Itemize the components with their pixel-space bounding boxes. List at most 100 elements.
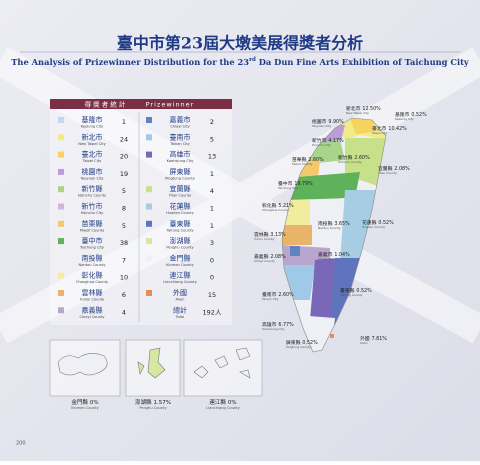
region: 臺北市 (372, 125, 387, 132)
map-label: 苗栗縣 2.60% (292, 156, 324, 163)
region-name: 南投縣 (82, 253, 103, 262)
percent: 4.17% (328, 138, 344, 144)
region-name: 高雄市 (170, 150, 191, 159)
region-name-en: Tainan City (169, 142, 191, 146)
table-title: 得 獎 者 統 計 (85, 100, 126, 109)
region-name: 彰化縣 (82, 271, 103, 280)
map-label-en: Chiayi City (318, 257, 334, 261)
swatch (146, 255, 152, 262)
inset-label: 連江縣 0% (209, 398, 236, 406)
region-name-en: Pingtung County (165, 176, 196, 180)
swatch (58, 117, 64, 123)
percent: 3.13% (270, 232, 286, 238)
region: 新竹縣 (338, 154, 353, 161)
region: 花蓮縣 (362, 219, 377, 226)
count: 5 (122, 187, 126, 195)
region-name: 基隆市 (82, 115, 103, 124)
region-name-en: Yunlin County (80, 298, 105, 302)
swatch (146, 272, 152, 279)
map-label-en: Taichung City (277, 186, 298, 190)
map-label: 臺南市 2.60% (262, 291, 294, 298)
map-label: 桃園市 9.90% (312, 118, 344, 125)
count: 13 (208, 153, 216, 161)
map-label-en: Chiayi County (254, 259, 275, 263)
region: 宜蘭縣 (378, 165, 393, 172)
count: 1 (210, 170, 214, 178)
map-label: 新竹縣 2.60% (338, 154, 370, 161)
count: 2 (210, 118, 214, 126)
count: 38 (120, 239, 128, 247)
region: 南投縣 (318, 220, 333, 227)
region-name: 臺北市 (82, 150, 103, 159)
inset-label-en: Kinmen County (71, 406, 99, 410)
region-name: 臺南市 (170, 132, 191, 141)
region-name: 臺東縣 (170, 219, 191, 228)
map-label-en: Pingtung County (286, 345, 311, 349)
region-name-en: Lienchiang County (163, 280, 197, 284)
map-outline (281, 117, 387, 353)
percent: 2.60% (278, 292, 294, 298)
region-name-en: Keelung City (81, 125, 104, 129)
region: 臺南市 (262, 291, 277, 298)
map-label: 臺東縣 0.52% (340, 287, 372, 294)
region-name: 外國 (173, 288, 187, 297)
region-name: 花蓮縣 (170, 202, 191, 211)
map-label: 臺北市 10.42% (372, 125, 407, 132)
map-label: 彰化縣 5.21% (262, 202, 294, 209)
percent: 10.42% (388, 126, 407, 132)
map-label-en: Nantou County (318, 226, 341, 230)
region-name-en: Hsinchu City (81, 211, 104, 215)
region-name: 嘉義市 (170, 115, 191, 124)
region-name-en: Nantou County (79, 263, 107, 267)
inset-label-en: Penghu County (139, 406, 167, 410)
inset-label: 金門縣 0% (71, 398, 98, 406)
region-name-en: Taichung City (79, 246, 105, 250)
count: 5 (122, 222, 126, 230)
percent: 0.52% (302, 340, 318, 346)
count: 7 (122, 256, 126, 264)
region: 苗栗縣 (292, 156, 307, 163)
table-header-bar (50, 99, 232, 109)
region-name-en: New Taipei City (78, 142, 106, 146)
count: 15 (208, 291, 216, 299)
count: 20 (120, 153, 128, 161)
percent: 3.65% (334, 221, 350, 227)
map-label-en: Miaoli County (292, 162, 313, 166)
percent: 1.04% (334, 252, 350, 258)
swatch (146, 290, 152, 296)
map-label-en: New Taipei City (346, 111, 369, 115)
swatch (58, 238, 64, 245)
region: 臺中市 (278, 180, 293, 187)
map-label: 臺中市 19.79% (278, 180, 313, 187)
region-name-en: Hsinchu County (78, 194, 107, 198)
swatch (146, 168, 152, 175)
percent: 0% (228, 400, 237, 406)
region-name: 金門縣 (170, 253, 191, 262)
swatch (58, 307, 64, 314)
total-label: 總計 (173, 305, 187, 314)
region-name: 雲林縣 (82, 288, 103, 297)
total: 192人 (203, 308, 222, 316)
region: 嘉義市 (318, 251, 333, 258)
count: 1 (210, 205, 214, 213)
map-label-en: Hualien County (362, 225, 385, 229)
swatch (58, 186, 64, 193)
region-name-en: Yilan County (169, 194, 192, 198)
map-label-en: Yunlin County (254, 237, 275, 241)
map-label-en: Hsinchu City (312, 143, 331, 147)
count: 24 (120, 135, 128, 143)
region-name-en: Penghu County (166, 246, 194, 250)
swatch (58, 168, 64, 175)
region-name: 宜蘭縣 (170, 184, 191, 193)
swatch (146, 117, 152, 123)
map-label-en: Keelung City (395, 117, 414, 121)
region-name: 嘉義縣 (82, 305, 103, 314)
swatch (146, 134, 152, 141)
swatch (58, 255, 64, 262)
swatch (58, 290, 64, 296)
region-name-en: Taipei City (82, 159, 102, 163)
region: 外國 (360, 335, 370, 342)
swatch (58, 272, 64, 279)
region-name-en: Alien (176, 298, 185, 302)
region: 屏東縣 (286, 339, 301, 346)
